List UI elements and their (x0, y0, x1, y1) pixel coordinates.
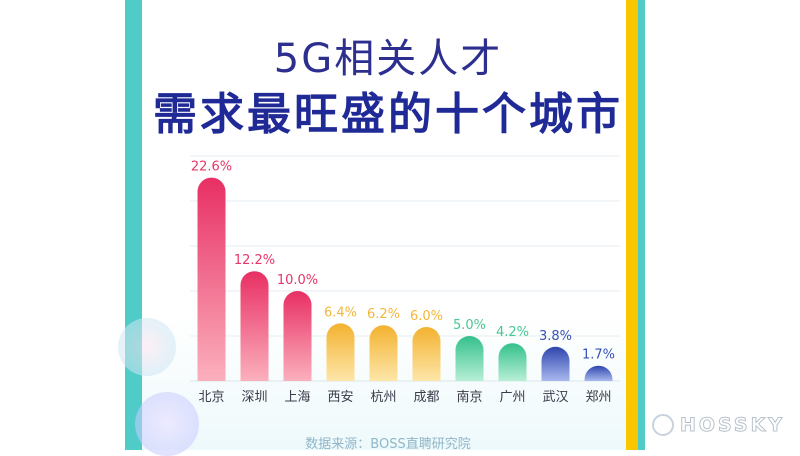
value-label-0: 22.6% (191, 160, 232, 175)
category-label-9: 郑州 (585, 390, 611, 405)
data-source: 数据来源：BOSS直聘研究院 (305, 437, 471, 452)
bar-7 (498, 343, 527, 381)
category-label-7: 广州 (499, 390, 525, 405)
bar-9 (584, 365, 613, 381)
left-margin (0, 0, 125, 450)
category-label-3: 西安 (327, 390, 353, 405)
bar-5 (412, 327, 441, 381)
value-label-2: 10.0% (277, 273, 318, 288)
value-label-6: 5.0% (453, 318, 486, 333)
bar-8 (541, 346, 570, 381)
chart-title-line1: 5G相关人才 (273, 36, 503, 82)
decor-bubble (118, 318, 176, 376)
category-label-2: 上海 (284, 390, 310, 405)
value-label-7: 4.2% (496, 325, 529, 340)
category-label-4: 杭州 (370, 390, 396, 405)
accent-stripe (626, 0, 638, 450)
logo-icon (652, 414, 674, 436)
bar-1 (240, 271, 269, 381)
value-label-3: 6.4% (324, 305, 357, 320)
category-label-6: 南京 (456, 389, 482, 405)
watermark-logo: HOSSKY (652, 414, 786, 437)
category-label-0: 北京 (198, 390, 224, 405)
right-margin (645, 0, 800, 450)
value-label-8: 3.8% (539, 329, 572, 344)
decor-bubble (135, 392, 199, 456)
category-label-8: 武汉 (542, 390, 568, 405)
category-label-1: 深圳 (241, 390, 267, 405)
value-label-1: 12.2% (234, 253, 275, 268)
chart-title-line2: 需求最旺盛的十个城市 (153, 89, 623, 140)
bar-6 (455, 336, 484, 381)
bar-0 (197, 177, 226, 381)
value-label-5: 6.0% (410, 309, 443, 324)
bar-2 (283, 291, 312, 381)
bar-3 (326, 323, 355, 381)
logo-text: HOSSKY (679, 414, 786, 437)
category-label-5: 成都 (413, 390, 439, 405)
bar-4 (369, 325, 398, 381)
value-label-9: 1.7% (582, 348, 615, 363)
value-label-4: 6.2% (367, 307, 400, 322)
